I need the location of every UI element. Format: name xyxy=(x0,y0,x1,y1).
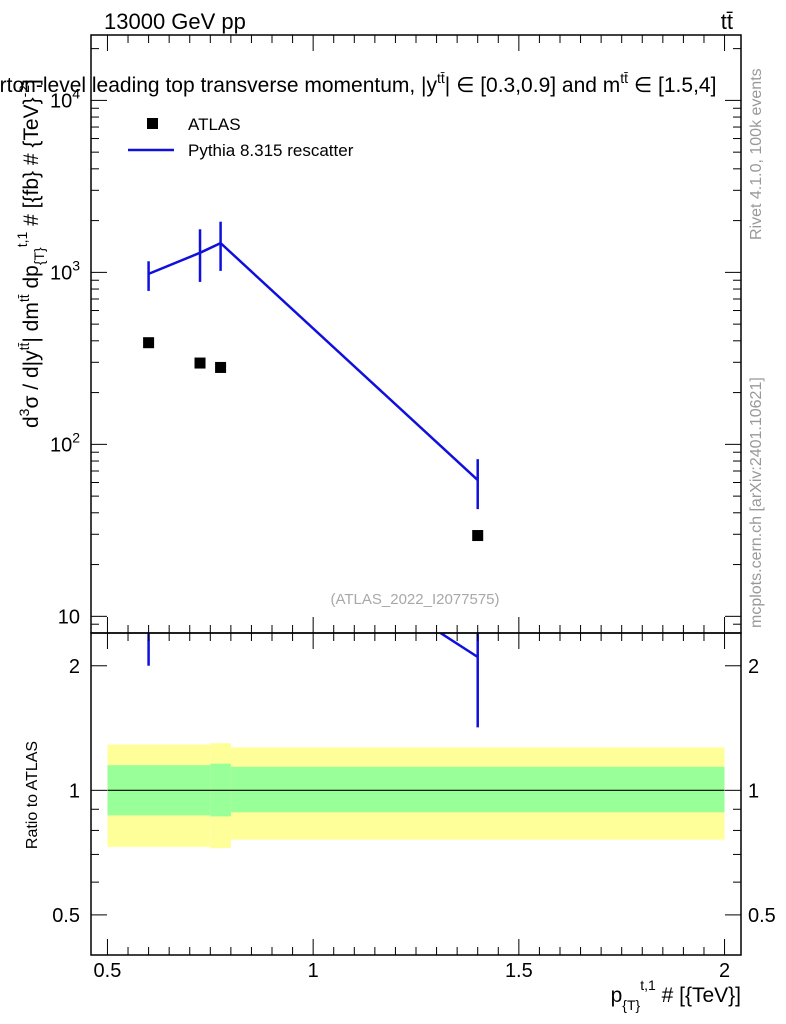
ratio-y-tick-label-left: 0.5 xyxy=(52,905,80,927)
ratio-y-tick-label-left: 1 xyxy=(69,780,80,802)
rivet-version-label: Rivet 4.1.0, 100k events xyxy=(748,68,765,240)
stat-uncertainty-band xyxy=(230,766,725,813)
atlas-data-point xyxy=(472,530,484,542)
plot-title: arton-level leading top transverse momen… xyxy=(0,70,716,97)
atlas-data-point xyxy=(143,337,155,349)
mcplots-label: mcplots.cern.ch [arXiv:2401.10621] xyxy=(748,377,765,628)
process-label: tt̄ xyxy=(721,9,733,34)
ratio-y-tick-label-right: 1 xyxy=(748,780,759,802)
main-y-axis-label: d3σ / d|ytt̄| dmtt̄ dp{T}t,1 # [{fb} # {… xyxy=(14,79,47,428)
atlas-data-point xyxy=(194,357,206,369)
main-y-tick-label: 102 xyxy=(50,429,80,456)
x-tick-label: 1 xyxy=(308,960,319,982)
legend: ATLAS Pythia 8.315 rescatter xyxy=(128,115,354,160)
main-y-tick-label: 104 xyxy=(50,85,80,112)
legend-atlas-label: ATLAS xyxy=(188,115,241,134)
main-y-tick-label: 10 xyxy=(58,606,80,628)
pythia-line xyxy=(148,241,479,482)
x-tick-label: 2 xyxy=(719,960,730,982)
ratio-y-axis-label: Ratio to ATLAS xyxy=(24,741,41,849)
ratio-y-tick-label-right: 2 xyxy=(748,656,759,678)
legend-atlas-marker xyxy=(147,118,158,129)
analysis-watermark: (ATLAS_2022_I2077575) xyxy=(330,591,499,608)
x-tick-label: 0.5 xyxy=(94,960,122,982)
x-axis-label: p{T}t,1 # [{TeV}] xyxy=(611,977,741,1013)
main-panel: 10 102 103 104 arton-level leading top tran… xyxy=(0,34,742,634)
atlas-data-point xyxy=(215,361,227,373)
main-y-tick-label: 103 xyxy=(50,257,80,284)
legend-pythia-label: Pythia 8.315 rescatter xyxy=(188,141,354,160)
ratio-panel: 0.5 0.5 1 1 2 2 0.5 1 1.5 2 Ratio to ATLAS p{T}t… xyxy=(24,632,776,1013)
x-tick-label: 1.5 xyxy=(505,960,533,982)
ratio-y-tick-label-right: 0.5 xyxy=(748,905,776,927)
ratio-y-tick-label-left: 2 xyxy=(69,656,80,678)
energy-label: 13000 GeV pp xyxy=(104,9,246,34)
